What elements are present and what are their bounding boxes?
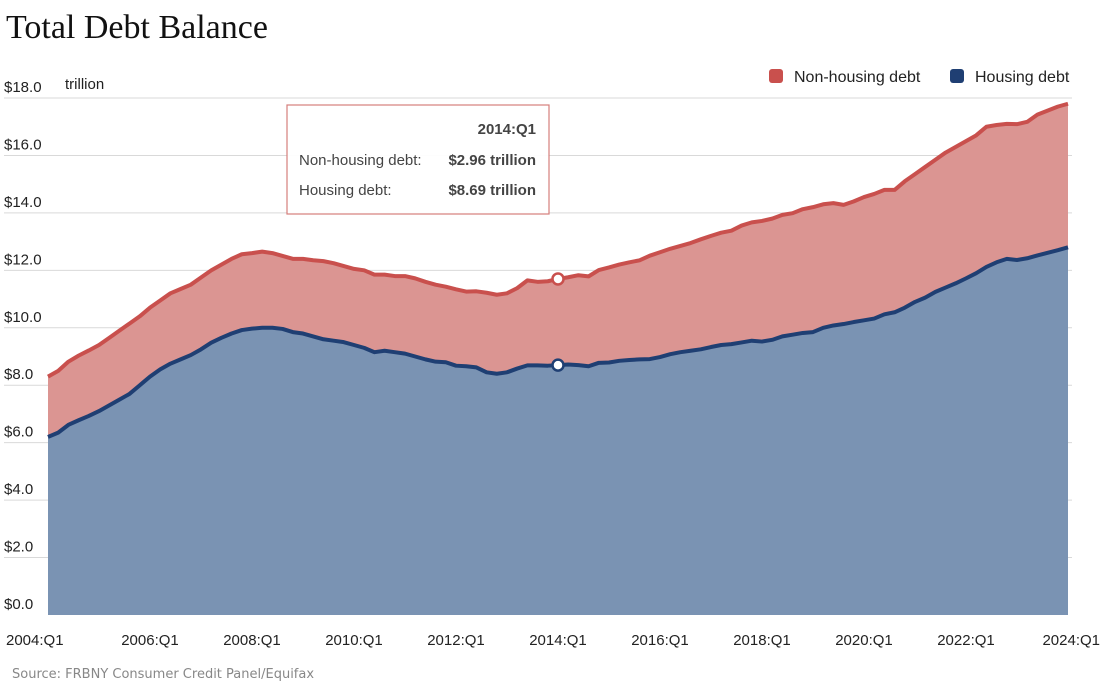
y-tick-label: $4.0 bbox=[4, 481, 33, 498]
tooltip-box bbox=[286, 104, 550, 215]
tooltip: 2014:Q1 Non-housing debt: $2.96 trillion… bbox=[286, 104, 550, 215]
x-tick-label: 2006:Q1 bbox=[121, 632, 179, 649]
y-tick-label: $10.0 bbox=[4, 309, 42, 326]
x-tick-label: 2016:Q1 bbox=[631, 632, 689, 649]
highlight-markers bbox=[551, 272, 565, 372]
tooltip-label-housing: Housing debt: bbox=[299, 182, 392, 199]
legend-swatch-housing bbox=[950, 69, 964, 83]
x-tick-label: 2022:Q1 bbox=[937, 632, 995, 649]
x-tick-label: 2012:Q1 bbox=[427, 632, 485, 649]
x-axis-ticks: 2004:Q1 2006:Q1 2008:Q1 2010:Q1 2012:Q1 2014:… bbox=[6, 632, 1100, 649]
y-axis-unit-label: trillion bbox=[65, 76, 104, 93]
x-tick-label: 2008:Q1 bbox=[223, 632, 281, 649]
x-tick-label: 2010:Q1 bbox=[325, 632, 383, 649]
chart-title: Total Debt Balance bbox=[6, 9, 268, 46]
y-tick-label: $0.0 bbox=[4, 596, 33, 613]
marker-housing bbox=[551, 358, 565, 372]
tooltip-label-non-housing: Non-housing debt: bbox=[299, 152, 422, 169]
y-tick-label: $6.0 bbox=[4, 424, 33, 441]
legend-swatch-non-housing bbox=[769, 69, 783, 83]
legend-item-non-housing[interactable]: Non-housing debt bbox=[769, 69, 921, 86]
area-housing bbox=[48, 247, 1068, 616]
x-tick-label: 2004:Q1 bbox=[6, 632, 64, 649]
x-tick-label: 2020:Q1 bbox=[835, 632, 893, 649]
source-note: Source: FRBNY Consumer Credit Panel/Equi… bbox=[12, 667, 314, 682]
y-axis-ticks: $0.0 $2.0 $4.0 $6.0 $8.0 $10.0 $12.0 $14.0 $16.0… bbox=[4, 79, 42, 613]
y-tick-label: $2.0 bbox=[4, 539, 33, 556]
y-tick-label: $16.0 bbox=[4, 136, 42, 153]
legend-item-housing[interactable]: Housing debt bbox=[950, 69, 1070, 86]
area-non-housing bbox=[48, 103, 1068, 437]
x-tick-label: 2014:Q1 bbox=[529, 632, 587, 649]
tooltip-header: 2014:Q1 bbox=[478, 121, 536, 138]
x-tick-label: 2024:Q1 bbox=[1042, 632, 1100, 649]
tooltip-value-housing: $8.69 trillion bbox=[448, 182, 536, 199]
marker-non-housing bbox=[551, 272, 565, 286]
y-tick-label: $18.0 bbox=[4, 79, 42, 96]
tooltip-value-non-housing: $2.96 trillion bbox=[448, 152, 536, 169]
y-tick-label: $12.0 bbox=[4, 251, 42, 268]
legend: Non-housing debt Housing debt bbox=[769, 69, 1070, 86]
y-tick-label: $14.0 bbox=[4, 194, 42, 211]
x-tick-label: 2018:Q1 bbox=[733, 632, 791, 649]
legend-label-non-housing: Non-housing debt bbox=[794, 69, 921, 86]
legend-label-housing: Housing debt bbox=[975, 69, 1070, 86]
y-tick-label: $8.0 bbox=[4, 366, 33, 383]
